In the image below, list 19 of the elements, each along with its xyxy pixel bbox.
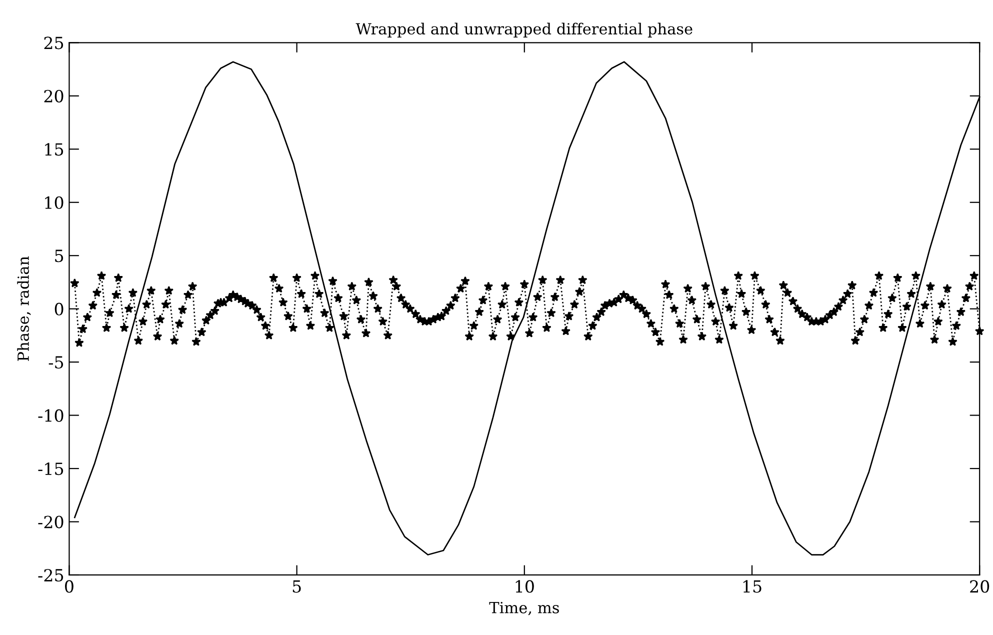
y-tick-label: 5 [55,250,64,262]
chart-title: Wrapped and unwrapped differential phase [356,22,692,38]
y-tick-label: 20 [44,90,64,102]
y-axis-title: Phase, radian [17,256,31,361]
x-tick-label: 0 [65,580,74,593]
x-tick-label: 10 [516,580,534,593]
x-tick-label: 20 [970,580,990,593]
y-tick-label: 0 [54,302,64,316]
x-axis-title: Time, ms [489,602,559,616]
y-tick-label: 15 [45,143,64,156]
y-tick-label: -5 [48,356,64,369]
x-tick-label: 15 [743,580,762,593]
y-tick-label: -25 [38,568,64,582]
x-tick-label: 5 [292,580,301,593]
y-tick-label: -10 [38,409,64,422]
y-tick-label: -20 [38,516,64,528]
y-tick-label: 25 [44,36,64,50]
y-tick-label: 10 [45,196,64,209]
y-tick-label: -15 [38,462,64,476]
